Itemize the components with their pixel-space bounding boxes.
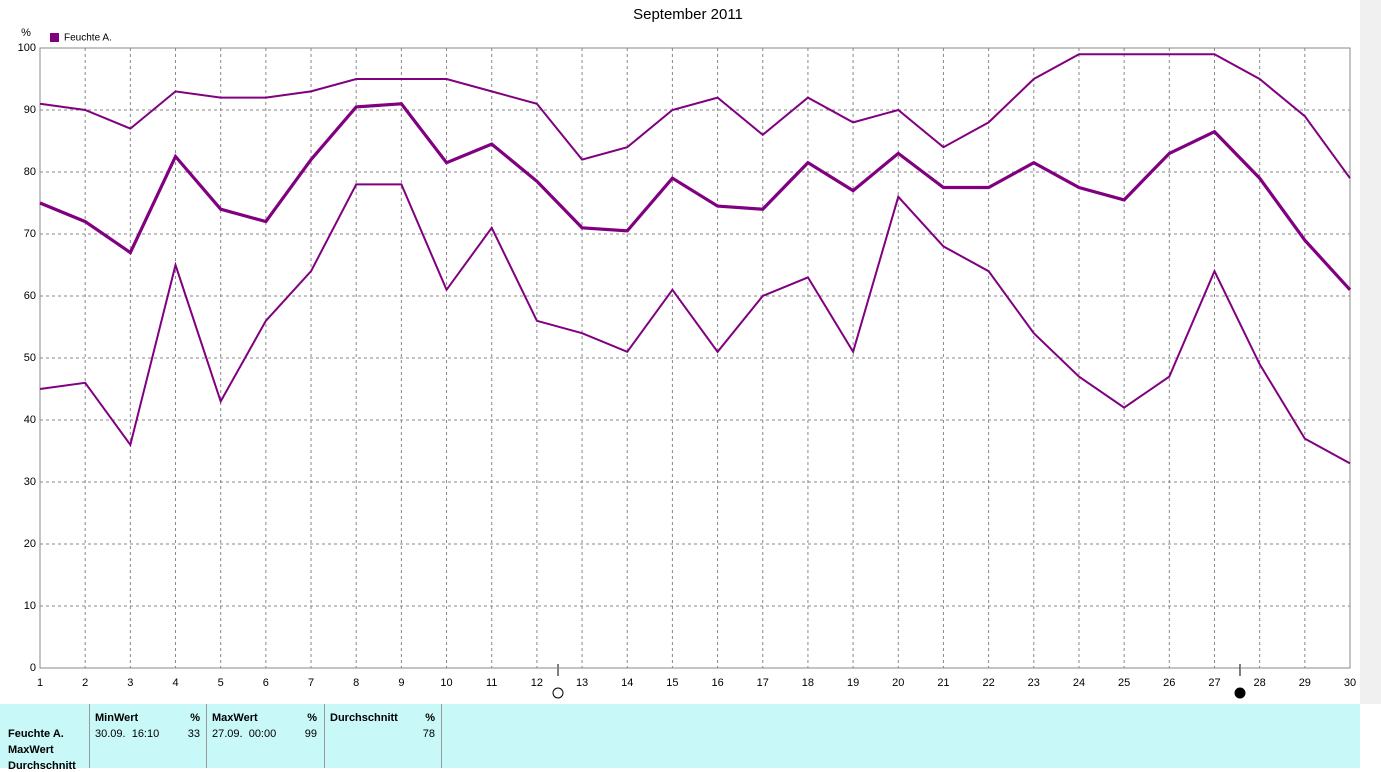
stats-panel: Feuchte A. MaxWert Durchschnitt MinWert … (0, 704, 1360, 772)
chart-title: September 2011 (633, 6, 743, 23)
x-tick-label: 18 (802, 677, 814, 689)
x-tick-label: 19 (847, 677, 859, 689)
y-axis-label: % (21, 27, 31, 39)
time: 30.09. 16:10 (95, 728, 160, 740)
y-tick-label: 40 (24, 414, 36, 426)
value: 99 (304, 728, 317, 740)
x-tick-label: 3 (127, 677, 133, 689)
stats-column: Durchschnitt % 78 (324, 704, 442, 768)
x-tick-label: 28 (1254, 677, 1266, 689)
y-tick-label: 10 (24, 600, 36, 612)
x-tick-label: 6 (263, 677, 269, 689)
x-tick-label: 9 (398, 677, 404, 689)
x-tick-label: 15 (666, 677, 678, 689)
y-tick-label: 70 (24, 228, 36, 240)
x-tick-label: 13 (576, 677, 588, 689)
series-line (39, 53, 1351, 179)
x-tick-label: 27 (1208, 677, 1220, 689)
scrollbar (1360, 0, 1381, 704)
column-unit: % (190, 712, 200, 724)
row-label: Durchschnitt (8, 760, 76, 772)
series-line (39, 102, 1352, 291)
x-tick-label: 2 (82, 677, 88, 689)
row-label: Feuchte A. (8, 728, 64, 740)
column-header: Durchschnitt (330, 712, 398, 724)
y-tick-label: 50 (24, 352, 36, 364)
x-tick-label: 1 (37, 677, 43, 689)
x-tick-label: 29 (1299, 677, 1311, 689)
x-tick-label: 7 (308, 677, 314, 689)
x-tick-label: 17 (757, 677, 769, 689)
x-tick-label: 12 (531, 677, 543, 689)
y-tick-label: 60 (24, 290, 36, 302)
x-tick-label: 24 (1073, 677, 1085, 689)
y-tick-label: 20 (24, 538, 36, 550)
value: 78 (422, 728, 435, 740)
x-tick-label: 26 (1163, 677, 1175, 689)
x-tick-label: 11 (486, 677, 497, 689)
value: 33 (187, 728, 200, 740)
legend-label: Feuchte A. (64, 33, 112, 44)
x-tick-label: 8 (353, 677, 359, 689)
x-tick-label: 21 (937, 677, 949, 689)
stats-column: MinWert % 30.09. 16:10 33 (89, 704, 206, 768)
moon-icon (1234, 687, 1246, 699)
time: 27.09. 00:00 (212, 728, 277, 740)
legend-swatch (50, 33, 59, 42)
row-label: MaxWert (8, 744, 54, 756)
x-tick-label: 14 (621, 677, 633, 689)
y-tick-label: 80 (24, 166, 36, 178)
chart: September 2011 % Feuchte A. 0 10 20 30 40 50 6… (18, 0, 1381, 704)
x-tick-label: 30 (1344, 677, 1356, 689)
y-tick-label: 100 (18, 42, 36, 54)
x-tick-label: 23 (1028, 677, 1040, 689)
column-unit: % (307, 712, 317, 724)
x-tick-label: 16 (711, 677, 723, 689)
column-unit: % (425, 712, 435, 724)
column-header: MaxWert (212, 712, 258, 724)
y-tick-label: 30 (24, 476, 36, 488)
moon-icon (552, 687, 564, 699)
x-tick-label: 10 (440, 677, 452, 689)
x-tick-label: 25 (1118, 677, 1130, 689)
x-tick-label: 5 (218, 677, 224, 689)
column-header: MinWert (95, 712, 139, 724)
y-tick-label: 0 (30, 662, 36, 674)
x-tick-label: 20 (892, 677, 904, 689)
stats-column: MaxWert % 27.09. 00:00 99 (206, 704, 323, 768)
x-tick-label: 4 (172, 677, 178, 689)
x-tick-label: 22 (982, 677, 994, 689)
y-tick-label: 90 (24, 104, 36, 116)
series-line (39, 183, 1351, 465)
